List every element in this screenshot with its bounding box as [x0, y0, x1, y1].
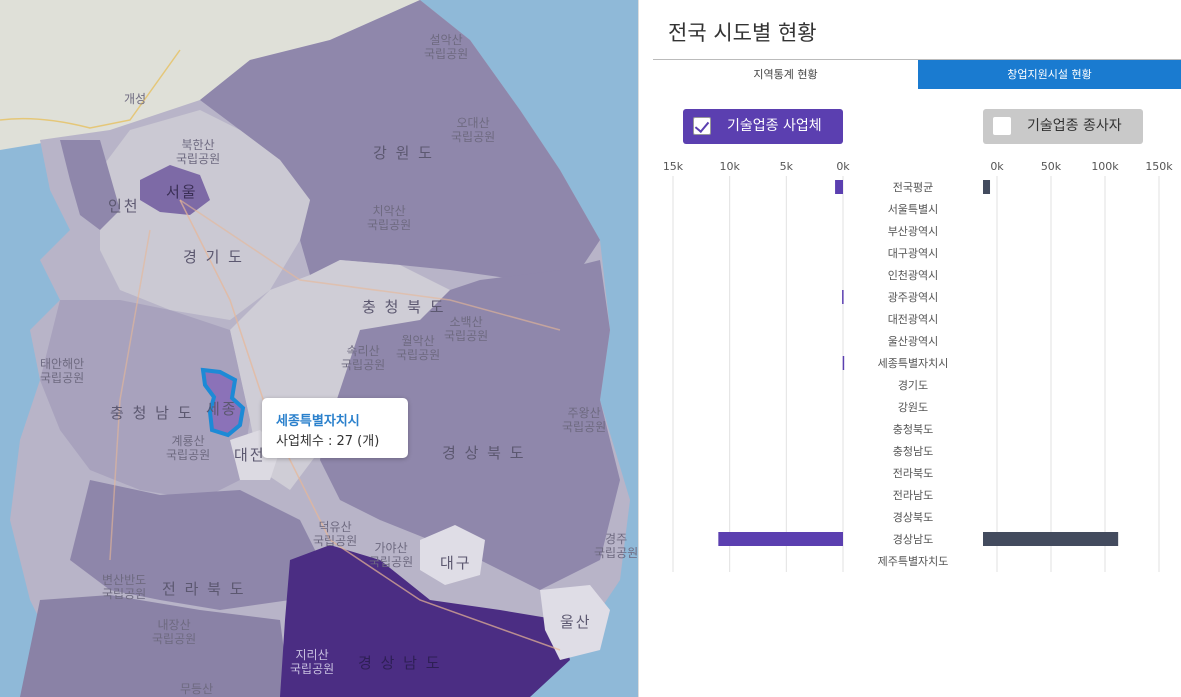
category-label: 충청북도 — [893, 423, 933, 436]
category-label: 충청남도 — [893, 445, 933, 458]
toggle-label: 기술업종 사업체 — [727, 118, 822, 134]
toggle-tech-employees[interactable]: 기술업종 종사자 — [983, 109, 1143, 144]
park-label: 북한산 국립공원 — [176, 138, 221, 166]
panel-divider — [638, 0, 639, 697]
category-label: 부산광역시 — [888, 225, 939, 238]
category-label: 대전광역시 — [888, 313, 939, 326]
category-label: 경상북도 — [893, 511, 933, 524]
category-label: 광주광역시 — [888, 291, 939, 304]
map-label: 인천 — [108, 197, 140, 215]
bar-employees — [983, 180, 991, 194]
tab-startup-facilities[interactable]: 창업지원시설 현황 — [918, 60, 1181, 89]
map-label: 대전 — [234, 446, 266, 464]
tooltip-value: 사업체수 : 27 (개) — [276, 434, 380, 449]
bar-employees — [983, 532, 1119, 546]
map-label: 경 기 도 — [183, 248, 244, 266]
stats-panel: 전국 시도별 현황 지역통계 현황 창업지원시설 현황 기술업종 사업체 기술업… — [639, 0, 1181, 697]
left-axis-tick-top: 10k — [719, 160, 740, 173]
right-axis-tick-bottom: 0k — [990, 594, 1004, 595]
category-label: 울산광역시 — [888, 335, 939, 348]
category-label: 전라북도 — [893, 467, 933, 480]
choropleth-map[interactable]: 강 원 도 경 기 도 충 청 북 도 충 청 남 도 경 상 북 도 전 라 … — [0, 0, 638, 697]
map-label: 강 원 도 — [373, 144, 434, 162]
map-label: 서울 — [166, 183, 198, 201]
park-label: 속리산 국립공원 — [341, 344, 386, 372]
left-axis-tick-top: 0k — [836, 160, 850, 173]
map-label: 전 라 북 도 — [162, 580, 246, 598]
category-label: 인천광역시 — [888, 268, 939, 282]
park-label: 지리산 국립공원 — [290, 648, 335, 676]
category-label: 세종특별자치시 — [878, 357, 949, 370]
park-label: 무등산 — [180, 682, 214, 696]
map-label: 경 상 남 도 — [358, 654, 442, 672]
map-label: 충 청 북 도 — [362, 298, 446, 316]
right-axis-tick-bottom: 100k — [1091, 594, 1119, 595]
park-label: 계룡산 국립공원 — [166, 434, 211, 462]
toggle-label: 기술업종 종사자 — [1027, 118, 1122, 134]
map-label: 경 상 북 도 — [442, 444, 526, 462]
bar-business — [842, 356, 845, 370]
page-title: 전국 시도별 현황 — [668, 21, 817, 45]
checkbox-unchecked[interactable] — [993, 117, 1011, 135]
park-label: 가야산 국립공원 — [369, 541, 414, 569]
park-label: 경주 국립공원 — [594, 532, 638, 560]
right-axis-tick-top: 150k — [1145, 160, 1173, 173]
park-label: 내장산 국립공원 — [152, 618, 197, 646]
park-label: 오대산 국립공원 — [451, 116, 496, 144]
bar-business — [835, 180, 843, 194]
tooltip-title: 세종특별자치시 — [276, 414, 360, 429]
category-label: 전국평균 — [893, 181, 933, 194]
checkbox-checked[interactable] — [693, 117, 711, 135]
category-label: 경상남도 — [893, 533, 933, 546]
category-label: 대구광역시 — [888, 247, 939, 260]
tab-regional-stats[interactable]: 지역통계 현황 — [653, 60, 918, 89]
category-label: 서울특별시 — [888, 203, 939, 216]
right-axis-tick-bottom: 50k — [1041, 594, 1062, 595]
park-label: 소백산 국립공원 — [444, 315, 489, 343]
park-label: 태안해안 국립공원 — [40, 357, 85, 385]
right-axis-tick-top: 0k — [990, 160, 1004, 173]
butterfly-bar-chart: 15k 15k 10k 10k 5k 5k 0k 0k 0k 0k 50k 50k 100k 100k 15… — [663, 160, 1173, 595]
check-icon — [694, 117, 710, 134]
left-axis-tick-bottom: 5k — [780, 594, 794, 595]
category-label: 경기도 — [898, 379, 928, 392]
left-axis-tick-bottom: 0k — [836, 594, 850, 595]
map-regions[interactable] — [0, 0, 638, 697]
left-axis-tick-top: 5k — [780, 160, 794, 173]
left-axis-tick-bottom: 10k — [719, 594, 740, 595]
map-label: 세종 — [206, 400, 238, 418]
map-label: 개성 — [124, 92, 147, 106]
tab-bar: 지역통계 현황 창업지원시설 현황 — [653, 59, 1181, 89]
map-label: 충 청 남 도 — [110, 404, 194, 422]
right-axis-tick-top: 50k — [1041, 160, 1062, 173]
left-axis-tick-top: 15k — [663, 160, 684, 173]
right-axis-tick-bottom: 150k — [1145, 594, 1173, 595]
category-label: 제주특별자치도 — [878, 555, 949, 568]
park-label: 덕유산 국립공원 — [313, 520, 358, 548]
park-label: 월악산 국립공원 — [396, 334, 441, 362]
right-axis-tick-top: 100k — [1091, 160, 1119, 173]
map-label: 울산 — [560, 613, 592, 631]
category-label: 강원도 — [898, 401, 928, 414]
map-tooltip: 세종특별자치시 사업체수 : 27 (개) — [262, 398, 408, 458]
bar-business — [842, 290, 844, 304]
toggle-tech-business[interactable]: 기술업종 사업체 — [683, 109, 843, 144]
park-label: 치악산 국립공원 — [367, 204, 412, 232]
park-label: 설악산 국립공원 — [424, 33, 469, 61]
left-axis-tick-bottom: 15k — [663, 594, 684, 595]
park-label: 변산반도 국립공원 — [102, 573, 147, 601]
category-label: 전라남도 — [893, 489, 933, 502]
map-label: 대구 — [440, 554, 472, 572]
bar-business — [718, 532, 843, 546]
park-label: 주왕산 국립공원 — [562, 406, 607, 434]
